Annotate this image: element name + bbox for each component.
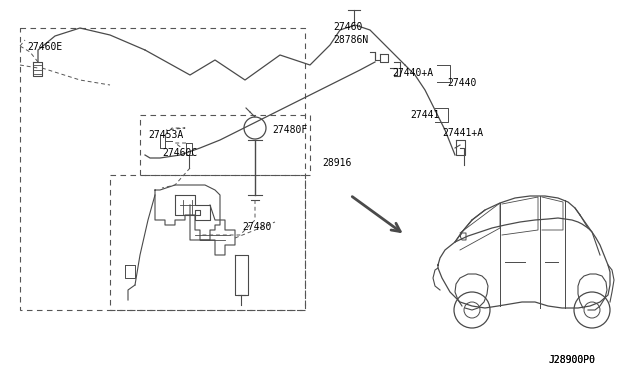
Text: 27460E: 27460E — [27, 42, 62, 52]
Bar — [110, 175, 305, 310]
Text: 28786N: 28786N — [333, 35, 368, 45]
Bar — [20, 28, 305, 310]
Text: J28900P0: J28900P0 — [548, 355, 595, 365]
Text: 27460C: 27460C — [162, 148, 197, 158]
Text: 27480: 27480 — [242, 222, 271, 232]
Text: 27440: 27440 — [447, 78, 476, 88]
Text: 28916: 28916 — [322, 158, 351, 168]
Text: 27441: 27441 — [410, 110, 440, 120]
Text: 27480F: 27480F — [272, 125, 307, 135]
Text: J28900P0: J28900P0 — [548, 355, 595, 365]
Bar — [140, 115, 310, 175]
Text: 27460: 27460 — [333, 22, 362, 32]
Text: 27440+A: 27440+A — [392, 68, 433, 78]
Text: 27441+A: 27441+A — [442, 128, 483, 138]
Text: 27453A: 27453A — [148, 130, 183, 140]
